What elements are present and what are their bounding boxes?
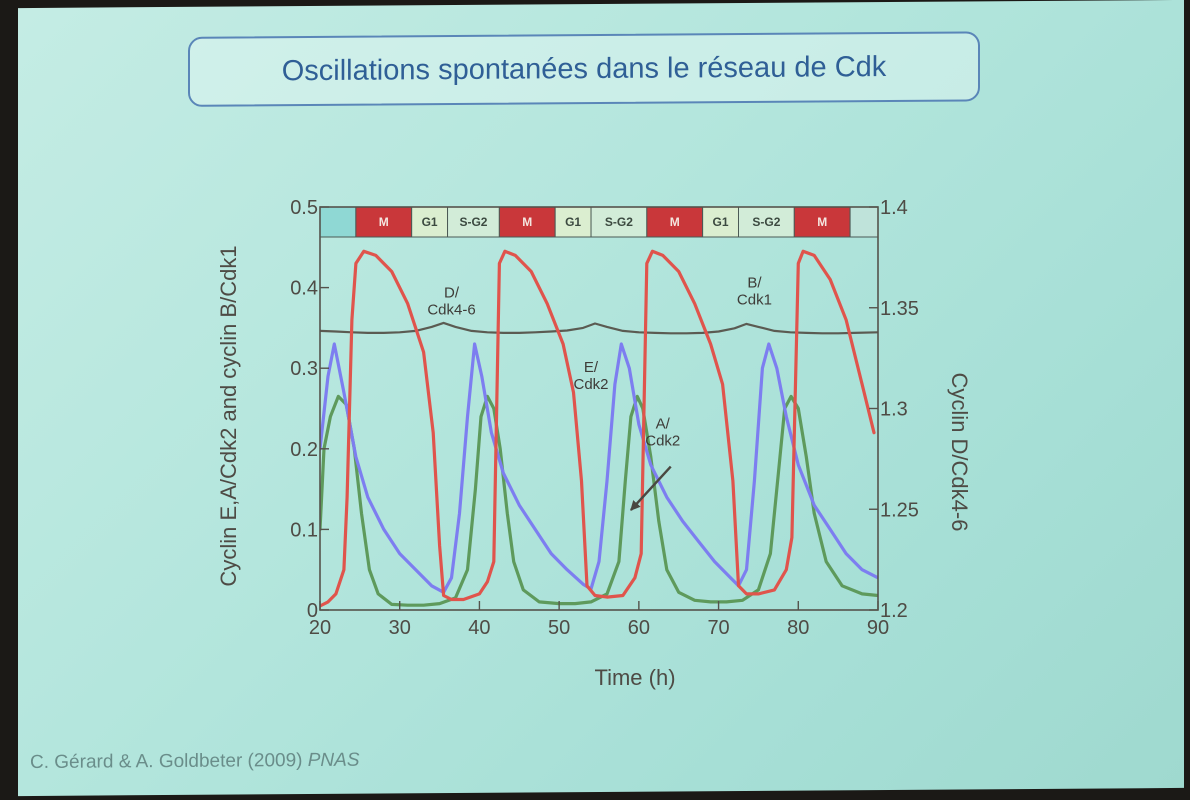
phase-segment	[411, 206, 449, 238]
phase-segment	[702, 206, 740, 238]
y-left-tick-label: 0.1	[290, 519, 318, 541]
x-tick-label: 80	[787, 617, 809, 639]
y-left-tick-label: 0.2	[290, 439, 318, 461]
phase-label: M	[670, 215, 680, 229]
phase-segment	[646, 206, 704, 238]
x-tick-label: 40	[468, 617, 490, 639]
x-tick-label: 90	[867, 617, 889, 639]
curve-annotation-text: Cdk2	[574, 376, 609, 393]
phase-label: S-G2	[459, 215, 487, 229]
series-line-b-cdk1	[320, 249, 876, 608]
series-line-e-cdk2	[320, 342, 878, 594]
curve-annotation-text: D/	[444, 284, 460, 301]
x-tick-label: 60	[628, 617, 650, 639]
phase-segment	[319, 206, 357, 238]
y-left-tick-label: 0.5	[290, 197, 318, 219]
series-line-d-cdk4-6	[320, 321, 878, 335]
phase-segment	[738, 206, 795, 238]
phase-label: S-G2	[752, 215, 780, 229]
y-left-tick-label: 0	[307, 600, 318, 622]
axis-ticks: 20 30 40 50 60 70 80 90 0 0.1 0.2 0.3 0.4 0.5 1.2 1.25 1…	[290, 197, 919, 639]
y-left-tick-label: 0.3	[290, 358, 318, 380]
phase-segment	[355, 206, 413, 238]
x-tick-label: 50	[548, 617, 570, 639]
phase-segment	[554, 206, 592, 238]
y-right-tick-label: 1.2	[880, 600, 908, 622]
phase-label: M	[817, 215, 827, 229]
x-tick-label: 30	[389, 617, 411, 639]
y-right-tick-label: 1.3	[880, 399, 908, 421]
x-tick-label: 20	[309, 617, 331, 639]
phase-segment	[793, 206, 851, 238]
cell-cycle-phase-bar: M G1 S-G2 M G1 S-G2 M G1 S-G2 M	[319, 206, 879, 238]
curve-annotation-text: B/	[747, 275, 762, 292]
curve-annotation-text: Cdk2	[645, 433, 680, 450]
phase-label: S-G2	[605, 215, 633, 229]
curve-annotation-text: E/	[584, 359, 599, 376]
annotation-arrow	[630, 465, 672, 511]
y-axis-right-title: Cyclin D/Cdk4-6	[947, 373, 972, 532]
phase-segment	[590, 206, 648, 238]
curve-annotation-text: Cdk4-6	[427, 301, 475, 318]
phase-label: M	[379, 215, 389, 229]
series-line-a-cdk2	[320, 394, 878, 607]
y-left-tick-label: 0.4	[290, 278, 318, 300]
phase-segment-trailing	[849, 206, 879, 238]
y-right-tick-label: 1.35	[880, 298, 919, 320]
x-tick-label: 70	[707, 617, 729, 639]
phase-label: M	[522, 215, 532, 229]
y-right-tick-label: 1.4	[880, 197, 908, 219]
phase-label: G1	[565, 215, 581, 229]
y-axis-left-title: Cyclin E,A/Cdk2 and cyclin B/Cdk1	[216, 245, 241, 586]
y-right-tick-label: 1.25	[880, 499, 919, 521]
curve-annotation-text: Cdk1	[737, 292, 772, 309]
x-axis-title: Time (h)	[594, 665, 675, 690]
curve-annotation-text: A/	[656, 416, 671, 433]
series-layer	[320, 249, 878, 608]
phase-label: G1	[422, 215, 438, 229]
phase-label: G1	[713, 215, 729, 229]
